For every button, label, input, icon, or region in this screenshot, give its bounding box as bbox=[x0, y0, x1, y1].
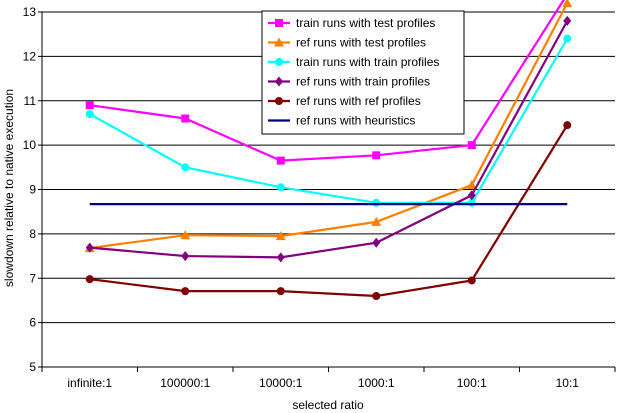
legend-label: ref runs with train profiles bbox=[296, 75, 430, 89]
y-tick-label: 11 bbox=[24, 94, 37, 108]
data-point bbox=[275, 19, 283, 27]
data-point bbox=[86, 110, 94, 118]
data-point bbox=[563, 121, 571, 129]
data-point bbox=[277, 157, 285, 165]
data-point bbox=[86, 101, 94, 109]
data-point bbox=[468, 276, 476, 284]
x-tick-label: infinite:1 bbox=[67, 376, 112, 390]
y-tick-label: 7 bbox=[29, 271, 36, 285]
legend-label: train runs with test profiles bbox=[296, 16, 435, 30]
data-point bbox=[181, 115, 189, 123]
x-tick-label: 1000:1 bbox=[358, 376, 395, 390]
data-point bbox=[86, 275, 94, 283]
data-point bbox=[275, 58, 283, 66]
legend-label: train runs with train profiles bbox=[296, 55, 439, 69]
data-point bbox=[372, 238, 380, 248]
legend: train runs with test profiles ref runs wi… bbox=[262, 11, 464, 134]
y-axis-label: slowdown relative to native execution bbox=[2, 89, 16, 287]
y-tick-label: 12 bbox=[23, 49, 37, 63]
y-tick-label: 6 bbox=[29, 316, 36, 330]
data-point bbox=[181, 163, 189, 171]
legend-label: ref runs with test profiles bbox=[296, 36, 426, 50]
x-tick-label: 10000:1 bbox=[259, 376, 303, 390]
data-point bbox=[277, 183, 285, 191]
data-point bbox=[181, 251, 189, 261]
x-tick-label: 100000:1 bbox=[160, 376, 210, 390]
y-tick-label: 13 bbox=[23, 5, 37, 19]
legend-label: ref runs with ref profiles bbox=[296, 94, 421, 108]
x-tick-labels: infinite:1 100000:1 10000:1 1000:1 100:1 10:1 bbox=[67, 376, 579, 390]
x-tick-label: 100:1 bbox=[457, 376, 487, 390]
x-tick-label: 10:1 bbox=[556, 376, 580, 390]
data-point bbox=[277, 287, 285, 295]
data-point bbox=[372, 151, 380, 159]
data-point bbox=[277, 252, 285, 262]
data-point bbox=[372, 199, 380, 207]
y-tick-label: 8 bbox=[29, 227, 36, 241]
x-axis-label: selected ratio bbox=[292, 398, 364, 412]
legend-label: ref runs with heuristics bbox=[296, 114, 415, 128]
data-point bbox=[181, 287, 189, 295]
data-point bbox=[468, 141, 476, 149]
data-point bbox=[372, 292, 380, 300]
data-point bbox=[563, 35, 571, 43]
data-point bbox=[275, 97, 283, 105]
y-tick-label: 5 bbox=[29, 360, 36, 374]
y-tick-label: 9 bbox=[29, 183, 36, 197]
y-tick-labels: 5 6 7 8 9 10 11 12 13 bbox=[23, 5, 37, 374]
y-tick-label: 10 bbox=[23, 138, 37, 152]
